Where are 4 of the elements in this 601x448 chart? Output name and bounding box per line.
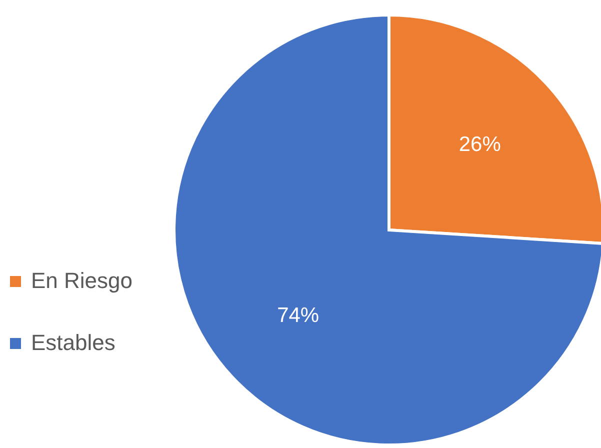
legend-label: Estables <box>31 330 116 356</box>
data-label: 74% <box>277 304 320 327</box>
legend-label: En Riesgo <box>31 268 133 294</box>
data-label: 26% <box>458 133 501 156</box>
